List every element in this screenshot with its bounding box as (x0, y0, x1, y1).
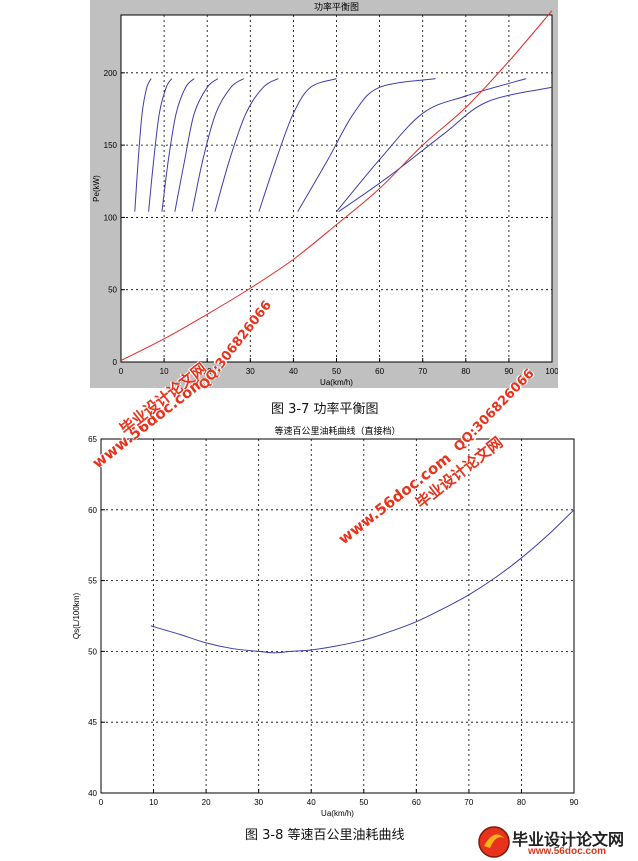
figure-caption-3-8: 图 3-8 等速百公里油耗曲线 (245, 828, 405, 843)
y-tick-label: 0 (113, 358, 118, 367)
engine-curve-2 (161, 78, 195, 212)
x-tick-label: 80 (461, 367, 470, 376)
y-tick-label: 45 (88, 718, 97, 727)
y-tick-label: 60 (88, 506, 97, 515)
engine-curve-4 (191, 78, 245, 212)
x-tick-label: 90 (570, 798, 579, 807)
y-tick-label: 40 (88, 789, 97, 798)
site-logo (476, 824, 636, 860)
engine-curve-1 (148, 78, 173, 212)
fuel-curve-0 (150, 509, 575, 654)
x-tick-label: 70 (418, 367, 427, 376)
x-tick-label: 10 (149, 798, 158, 807)
x-tick-label: 20 (203, 367, 212, 376)
x-tick-label: 100 (545, 367, 558, 376)
site-logo-icon (478, 826, 510, 858)
plot-area (100, 438, 575, 794)
site-logo-text: 毕业设计论文网 (512, 830, 625, 849)
x-axis-label: Ua(km/h) (320, 378, 353, 387)
x-tick-label: 50 (359, 798, 368, 807)
x-tick-label: 70 (464, 798, 473, 807)
y-tick-label: 65 (88, 435, 97, 444)
power-balance-figure: 0 10 20 30 40 50 60 70 80 90 100 0 50 100 150 200 功率平衡图 U… (90, 0, 558, 388)
x-tick-label: 0 (99, 798, 104, 807)
x-tick-label: 60 (375, 367, 384, 376)
engine-curve-9 (338, 86, 553, 213)
x-tick-label: 40 (289, 367, 298, 376)
fuel-consumption-chart: 0 10 20 30 40 50 60 70 80 90 40 45 50 55 60 65 等速百公里油耗曲线… (73, 422, 583, 818)
x-tick-label: 90 (504, 367, 513, 376)
engine-curve-3 (174, 78, 219, 212)
y-axis-label: Pe(kW) (92, 175, 101, 202)
chart-title: 等速百公里油耗曲线（直接档） (274, 425, 400, 437)
y-tick-label: 200 (104, 69, 118, 78)
figure-caption-3-7: 图 3-7 功率平衡图 (271, 402, 379, 417)
chart-title: 功率平衡图 (314, 1, 359, 13)
site-logo-url: www.56doc.com (528, 846, 606, 857)
y-tick-label: 55 (88, 577, 97, 586)
engine-curve-6 (258, 78, 337, 212)
plot-area (120, 14, 553, 363)
power-balance-chart: 0 10 20 30 40 50 60 70 80 90 100 0 50 100 150 200 功率平衡图 U… (90, 0, 558, 388)
x-tick-label: 60 (412, 798, 421, 807)
engine-curve-7 (297, 78, 436, 212)
x-tick-label: 80 (517, 798, 526, 807)
fuel-consumption-figure: 0 10 20 30 40 50 60 70 80 90 40 45 50 55 60 65 等速百公里油耗曲线… (73, 422, 583, 818)
x-tick-label: 20 (202, 798, 211, 807)
x-tick-label: 50 (332, 367, 341, 376)
x-tick-label: 0 (119, 367, 124, 376)
x-axis-label: Ua(km/h) (321, 809, 354, 818)
x-tick-label: 10 (160, 367, 169, 376)
y-tick-label: 150 (104, 141, 118, 150)
x-tick-label: 40 (307, 798, 316, 807)
engine-curve-0 (134, 78, 152, 212)
y-tick-label: 50 (108, 286, 117, 295)
y-axis-label: Qs(L/100km) (73, 593, 81, 640)
x-tick-label: 30 (246, 367, 255, 376)
y-tick-label: 100 (104, 213, 118, 222)
resistance-curve-10 (120, 10, 553, 362)
x-tick-label: 30 (254, 798, 263, 807)
y-tick-label: 50 (88, 647, 97, 656)
engine-curve-5 (214, 78, 279, 212)
